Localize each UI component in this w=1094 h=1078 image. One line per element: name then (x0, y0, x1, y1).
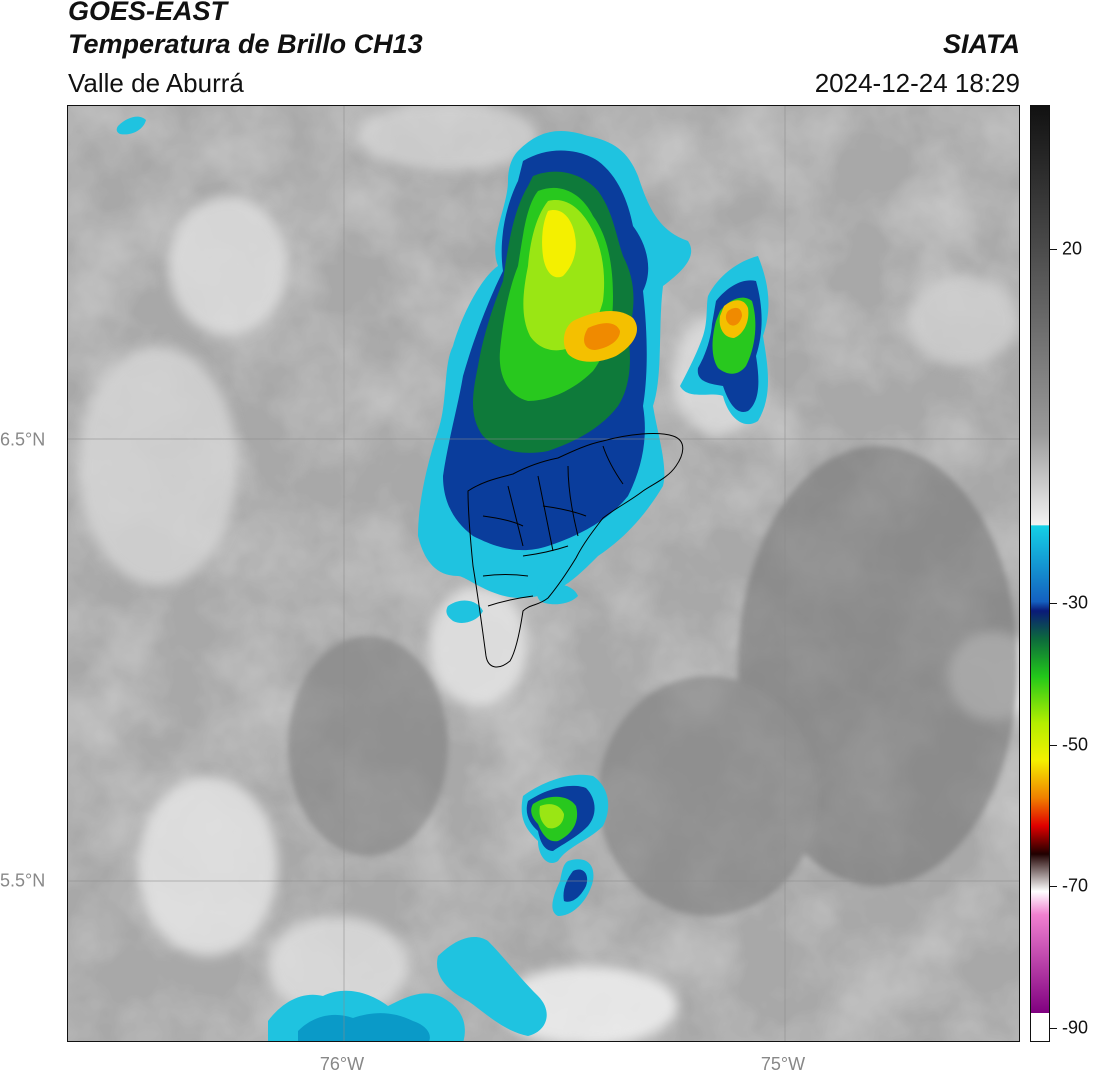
lat-label-6-5n: 6.5°N (0, 429, 46, 450)
lon-label-75w: 75°W (760, 1054, 806, 1074)
colorbar-tick-minus-30 (1050, 603, 1057, 604)
cold-cloud-edges (116, 116, 578, 1041)
region-subtitle: Valle de Aburrá (68, 68, 244, 98)
colorbar-tick-20 (1050, 249, 1057, 250)
colorbar-label-minus-90: -90 (1062, 1017, 1089, 1038)
dark-cloud-free-areas (288, 446, 1018, 916)
colorbar-label-minus-70: -70 (1062, 875, 1089, 896)
colorbar-label-minus-50: -50 (1062, 734, 1089, 755)
municipal-boundaries (467, 433, 684, 668)
brightness-temperature-field (68, 106, 1019, 1041)
graticule (68, 106, 1019, 1041)
storm-cell-east (680, 256, 769, 425)
colorbar-label-20: 20 (1062, 238, 1083, 259)
colorbar-tick-minus-70 (1050, 886, 1057, 887)
colorbar (1030, 105, 1050, 1042)
agency-label: SIATA (943, 29, 1020, 59)
satellite-map (67, 105, 1020, 1042)
satellite-title: GOES-EAST (68, 0, 228, 26)
colorbar-label-minus-30: -30 (1062, 592, 1089, 613)
colorbar-tick-minus-90 (1050, 1028, 1057, 1029)
colorbar-gradient (1031, 106, 1049, 1041)
colorbar-tick-minus-50 (1050, 745, 1057, 746)
product-title: Temperatura de Brillo CH13 (68, 29, 423, 59)
timestamp-label: 2024-12-24 18:29 (814, 68, 1020, 98)
storm-cell-south (521, 774, 609, 916)
lon-label-76w: 76°W (319, 1054, 365, 1074)
lat-label-5-5n: 5.5°N (0, 870, 46, 891)
